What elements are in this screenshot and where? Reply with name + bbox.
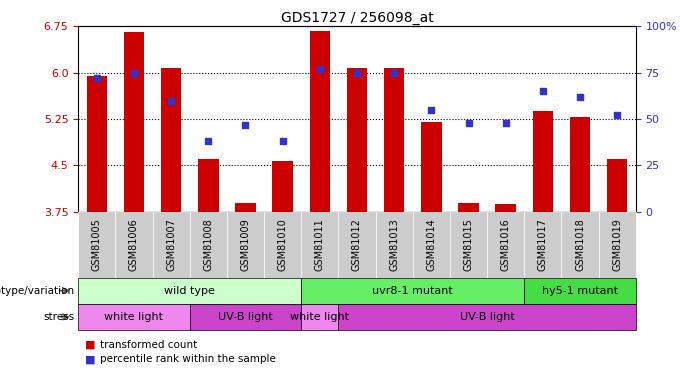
Text: GSM81005: GSM81005 (92, 218, 102, 271)
Text: white light: white light (105, 312, 163, 322)
Text: uvr8-1 mutant: uvr8-1 mutant (373, 286, 453, 296)
Bar (496, 204, 516, 212)
Point (203, 138, 214, 144)
Text: GSM81017: GSM81017 (538, 218, 548, 271)
Point (612, 112, 623, 118)
Text: wild type: wild type (165, 286, 215, 296)
Text: GSM81015: GSM81015 (464, 218, 473, 271)
Text: transformed count: transformed count (100, 340, 197, 350)
Point (352, 70, 362, 76)
Bar (607, 159, 628, 212)
Point (240, 122, 251, 128)
Text: GSM81018: GSM81018 (575, 218, 585, 271)
Bar (532, 111, 553, 212)
Text: GSM81014: GSM81014 (426, 218, 437, 271)
Text: GSM81008: GSM81008 (203, 218, 214, 271)
Point (500, 120, 511, 126)
Bar (347, 68, 367, 212)
Bar (198, 159, 218, 212)
Text: percentile rank within the sample: percentile rank within the sample (100, 354, 276, 364)
Bar (570, 117, 590, 212)
Text: UV-B light: UV-B light (460, 312, 515, 322)
Text: UV-B light: UV-B light (218, 312, 273, 322)
Text: GSM81007: GSM81007 (166, 218, 176, 271)
Text: GSM81012: GSM81012 (352, 218, 362, 271)
Text: GSM81011: GSM81011 (315, 218, 325, 271)
Bar (235, 202, 256, 212)
Bar (458, 202, 479, 212)
Bar (86, 76, 107, 212)
Bar (161, 68, 182, 212)
Bar (273, 161, 293, 212)
Text: white light: white light (290, 312, 350, 322)
Text: GSM81016: GSM81016 (500, 218, 511, 271)
Text: GSM81006: GSM81006 (129, 218, 139, 271)
Text: ■: ■ (85, 354, 95, 364)
Point (575, 94, 585, 100)
Text: hy5-1 mutant: hy5-1 mutant (542, 286, 618, 296)
Point (537, 88, 548, 94)
Text: GSM81009: GSM81009 (241, 218, 250, 271)
Text: genotype/variation: genotype/variation (0, 286, 75, 296)
Text: GSM81010: GSM81010 (277, 218, 288, 271)
Point (389, 70, 400, 76)
Point (314, 66, 325, 72)
Point (426, 107, 437, 113)
Point (277, 138, 288, 144)
Text: GSM81019: GSM81019 (612, 218, 622, 271)
Bar (384, 68, 405, 212)
Point (166, 98, 177, 104)
Text: stress: stress (44, 312, 75, 322)
Point (91, 75, 102, 81)
Point (463, 120, 474, 126)
Title: GDS1727 / 256098_at: GDS1727 / 256098_at (281, 11, 433, 25)
Bar (309, 31, 330, 212)
Point (129, 70, 139, 76)
Bar (421, 122, 441, 212)
Bar (124, 33, 144, 212)
Text: GSM81013: GSM81013 (389, 218, 399, 271)
Text: ■: ■ (85, 340, 95, 350)
